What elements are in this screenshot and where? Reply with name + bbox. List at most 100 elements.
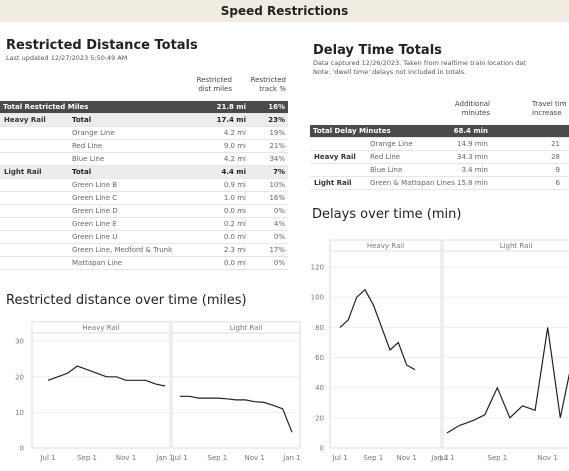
y-tick-label: 0 — [320, 445, 324, 453]
cell-value: 21% — [269, 142, 285, 150]
cell-value: 0.9 mi — [223, 181, 246, 189]
row-group: Heavy Rail — [314, 153, 356, 161]
y-tick-label: 100 — [311, 294, 324, 302]
table-row: Total Delay Minutes 68.4 min — [310, 125, 569, 138]
cell-value: 0% — [273, 233, 285, 241]
x-tick-label: Nov 1 — [116, 454, 136, 462]
y-tick-label: 0 — [20, 445, 24, 453]
y-tick-label: 40 — [315, 384, 324, 392]
line-series — [446, 327, 569, 434]
row-label: Total — [72, 168, 92, 176]
table-row: Green Line E 0.2 mi 4% — [0, 218, 288, 231]
cell-value: 4% — [273, 220, 285, 228]
row-label: Red Line — [72, 142, 103, 150]
cell-value: 23% — [268, 116, 285, 124]
chart-title: Delays over time (min) — [312, 207, 461, 222]
cell-value: 9 — [555, 166, 560, 174]
y-tick-label: 30 — [15, 338, 24, 346]
table-row: Blue Line 3.4 min 9 — [310, 164, 569, 177]
cell-value: 0.0 mi — [223, 233, 246, 241]
x-tick-label: Nov 1 — [537, 454, 557, 462]
x-tick-label: Nov 1 — [244, 454, 264, 462]
cell-value: 9.0 mi — [223, 142, 246, 150]
table-subtitle: Data captured 12/26/2023. Taken from rea… — [313, 59, 526, 67]
row-label: Total Restricted Miles — [3, 103, 89, 111]
cell-value: 3.4 min — [461, 166, 488, 174]
table-row: Red Line 34.3 min 28 — [310, 151, 569, 164]
row-label: Total Delay Minutes — [313, 127, 391, 135]
panel-frame — [442, 239, 569, 449]
banner: Speed Restrictions — [0, 0, 569, 22]
cell-value: 0.0 mi — [223, 259, 246, 267]
x-tick-label: Nov 1 — [396, 454, 416, 462]
row-label: Green Line C — [72, 194, 118, 202]
cell-value: 16% — [268, 103, 285, 111]
table-row: Total 4.4 mi 7% — [0, 166, 288, 179]
cell-value: 34% — [269, 155, 285, 163]
cell-value: 0.2 mi — [223, 220, 246, 228]
cell-value: 0.0 mi — [223, 207, 246, 215]
y-tick-label: 10 — [15, 409, 24, 417]
row-label: Total — [72, 116, 92, 124]
x-tick-label: Jul 1 — [39, 454, 55, 462]
cell-value: 4.2 mi — [223, 129, 246, 137]
row-label: Red Line — [370, 153, 401, 161]
cell-value: 16% — [269, 194, 285, 202]
cell-value: 10% — [269, 181, 285, 189]
chart-title: Restricted distance over time (miles) — [6, 293, 247, 308]
row-label: Orange Line — [370, 140, 413, 148]
column-header: Travel tim increase — [532, 100, 567, 117]
y-tick-label: 20 — [315, 414, 324, 422]
x-tick-label: Sep 1 — [207, 454, 227, 462]
line-series — [339, 288, 416, 371]
column-header: Restricted dist miles — [196, 76, 232, 93]
table-row: Mattapan Line 0.0 mi 0% — [0, 257, 288, 270]
cell-value: 4.2 mi — [223, 155, 246, 163]
panel-header: Heavy Rail — [82, 324, 119, 332]
table-row: Orange Line 4.2 mi 19% — [0, 127, 288, 140]
x-tick-label: Jan 1 — [282, 454, 300, 462]
table-row: Green & Mattapan Lines 15.8 min 6 — [310, 177, 569, 190]
panel-header: Heavy Rail — [367, 242, 404, 250]
line-series — [47, 365, 166, 387]
x-tick-label: Sep 1 — [487, 454, 507, 462]
panel-frame — [171, 321, 301, 449]
panel-header: Light Rail — [230, 324, 263, 332]
row-group: Light Rail — [4, 168, 42, 176]
cell-value: 0% — [273, 259, 285, 267]
x-tick-label: Jul 1 — [331, 454, 347, 462]
line-series — [180, 395, 293, 433]
x-tick-label: Jan 1 — [430, 454, 448, 462]
cell-value: 21 — [551, 140, 560, 148]
cell-value: 34.3 min — [456, 153, 488, 161]
row-label: Green & Mattapan Lines — [370, 179, 455, 187]
x-tick-label: Jan 1 — [155, 454, 173, 462]
table-row: Total 17.4 mi 23% — [0, 114, 288, 127]
table-subtitle: Note: 'dwell time' delays not included i… — [313, 68, 467, 76]
row-label: Mattapan Line — [72, 259, 123, 267]
table-row: Orange Line 14.9 min 21 — [310, 138, 569, 151]
cell-value: 2.3 mi — [223, 246, 246, 254]
table-row: Total Restricted Miles 21.8 mi 16% — [0, 101, 288, 114]
cell-value: 7% — [273, 168, 285, 176]
row-label: Blue Line — [370, 166, 403, 174]
table-title: Delay Time Totals — [313, 43, 442, 58]
table-row: Green Line D 0.0 mi 0% — [0, 205, 288, 218]
cell-value: 14.9 min — [456, 140, 488, 148]
row-label: Green Line E — [72, 220, 117, 228]
row-label: Green Line B — [72, 181, 118, 189]
column-header: Restricted track % — [250, 76, 286, 93]
cell-value: 19% — [269, 129, 285, 137]
row-label: Orange Line — [72, 129, 115, 137]
cell-value: 6 — [555, 179, 560, 187]
panel-header: Light Rail — [500, 242, 533, 250]
table-row: Green Line U 0.0 mi 0% — [0, 231, 288, 244]
panel-frame — [31, 321, 171, 449]
panel-frame — [329, 239, 442, 449]
row-label: Blue Line — [72, 155, 105, 163]
table-row: Red Line 9.0 mi 21% — [0, 140, 288, 153]
cell-value: 17% — [269, 246, 285, 254]
table-row: Green Line B 0.9 mi 10% — [0, 179, 288, 192]
table-title: Restricted Distance Totals — [6, 38, 198, 53]
